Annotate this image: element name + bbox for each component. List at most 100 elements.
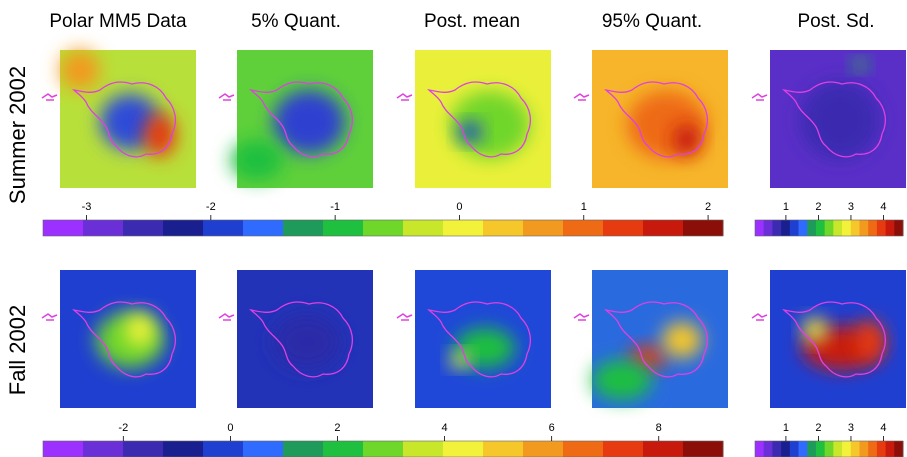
colorbar-swatch	[859, 441, 869, 457]
colorbar-tick-label: 0	[227, 422, 233, 434]
colorbar-swatch	[798, 441, 808, 457]
colorbar-tick-label: 1	[581, 201, 587, 213]
colorbar-swatch	[443, 441, 484, 457]
map-field	[126, 314, 154, 346]
colorbar-swatch	[876, 220, 887, 236]
map-panel	[573, 50, 728, 188]
island	[573, 313, 590, 321]
island	[396, 313, 413, 321]
island	[751, 93, 768, 101]
colorbar-swatch	[850, 220, 860, 236]
colorbar-swatch	[683, 441, 724, 457]
colorbar-tick-label: 4	[442, 422, 448, 434]
island	[41, 313, 58, 321]
colorbar-swatch	[815, 441, 826, 457]
colorbar-swatch	[755, 441, 765, 457]
colorbar-swatch	[850, 441, 860, 457]
colorbar-swatch	[876, 441, 887, 457]
row-label: Summer 2002	[5, 66, 30, 204]
colorbar-swatch	[243, 220, 284, 236]
island	[573, 93, 590, 101]
colorbar-swatch	[323, 441, 364, 457]
colorbar-tick-label: -2	[206, 201, 216, 213]
colorbar-swatch	[123, 441, 164, 457]
colorbar-swatch	[868, 220, 878, 236]
colorbar-swatch	[643, 441, 684, 457]
colorbar-swatch	[894, 441, 904, 457]
colorbar-swatch	[824, 441, 834, 457]
colorbar-swatch	[807, 220, 817, 236]
island	[751, 313, 768, 321]
colorbar-swatch	[203, 441, 244, 457]
colorbar-swatch	[859, 220, 869, 236]
colorbar-swatch	[755, 220, 765, 236]
colorbar-swatch	[833, 220, 843, 236]
colorbar-tick-label: 4	[880, 422, 886, 434]
map-panel	[41, 50, 196, 188]
map-field	[662, 322, 702, 358]
island	[218, 93, 235, 101]
colorbar-swatch	[43, 220, 84, 236]
colorbar-tick-label: 1	[783, 422, 789, 434]
map-field	[800, 80, 880, 160]
colorbar-tick-label: 3	[848, 201, 854, 213]
column-title: 5% Quant.	[251, 11, 341, 32]
colorbar-swatch	[363, 220, 404, 236]
map-panel	[396, 270, 551, 408]
column-title: Post. mean	[424, 11, 520, 32]
colorbar-tick-label: -3	[82, 201, 92, 213]
map-field	[455, 328, 515, 368]
colorbar-swatch	[163, 220, 204, 236]
colorbar-swatch	[563, 220, 604, 236]
colorbar-swatch	[323, 220, 364, 236]
colorbar-swatch	[763, 220, 773, 236]
colorbar-swatch	[403, 220, 444, 236]
colorbar-swatch	[283, 441, 324, 457]
colorbar-frame	[42, 440, 724, 457]
colorbar-swatch	[798, 220, 808, 236]
colorbar-swatch	[781, 220, 791, 236]
colorbar-tick-label: 0	[456, 201, 462, 213]
row-label: Fall 2002	[5, 305, 30, 396]
colorbar-swatch	[123, 220, 164, 236]
colorbar-swatch	[483, 220, 524, 236]
colorbar-swatch	[283, 220, 324, 236]
colorbar-tick-label: 2	[334, 422, 340, 434]
colorbar-swatch	[868, 441, 878, 457]
colorbar-swatch	[824, 220, 834, 236]
colorbar-tick-label: 3	[848, 422, 854, 434]
island	[41, 93, 58, 101]
colorbar-swatch	[403, 441, 444, 457]
colorbar-swatch	[83, 220, 124, 236]
colorbar-tick-label: -1	[330, 201, 340, 213]
colorbar-swatch	[203, 220, 244, 236]
map-field	[231, 140, 283, 180]
colorbar-swatch	[603, 220, 644, 236]
colorbar-swatch	[894, 220, 904, 236]
colorbar-tick-label: 1	[783, 201, 789, 213]
map-panel	[573, 270, 728, 408]
map-field	[458, 122, 482, 142]
colorbar-swatch	[523, 441, 564, 457]
map-panel	[396, 50, 551, 188]
map-panel	[218, 50, 373, 188]
colorbar-swatch	[807, 441, 817, 457]
map-field	[852, 59, 868, 71]
colorbar-tick-label: 6	[549, 422, 555, 434]
colorbar-tick-label: -2	[118, 422, 128, 434]
colorbar-swatch	[163, 441, 204, 457]
map-panel	[218, 270, 373, 408]
colorbar-swatch	[43, 441, 84, 457]
colorbar-swatch	[842, 220, 852, 236]
column-title: Post. Sd.	[797, 11, 874, 32]
colorbar-tick-label: 2	[705, 201, 711, 213]
colorbar-swatch	[815, 220, 826, 236]
colorbar-swatch	[643, 220, 684, 236]
map-field	[856, 320, 884, 360]
colorbar-frame	[42, 219, 724, 237]
colorbar-swatch	[842, 441, 852, 457]
colorbar-swatch	[363, 441, 404, 457]
map-panel	[41, 270, 196, 408]
colorbar-swatch	[603, 441, 644, 457]
